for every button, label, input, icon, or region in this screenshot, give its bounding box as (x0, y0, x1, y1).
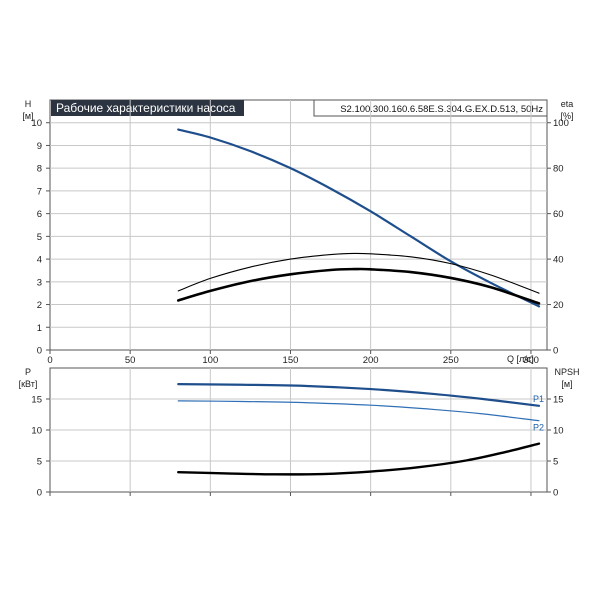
chart-title: Рабочие характеристики насоса (56, 101, 236, 115)
model-box (313, 99, 548, 117)
lower-left-tick-label-0: 0 (37, 488, 42, 499)
x-tick-label-150: 150 (283, 355, 299, 366)
upper-right-tick-label-60: 60 (553, 209, 564, 220)
upper-right-axis-label: eta (561, 99, 574, 109)
x-tick-label-100: 100 (202, 355, 218, 366)
lower-curve-npsh (177, 442, 541, 476)
lower-right-tick-label-5: 5 (553, 457, 558, 468)
upper-left-axis-unit: [м] (22, 111, 33, 121)
lower-left-axis-unit: [кВт] (19, 379, 38, 389)
upper-left-tick-label-0: 0 (37, 346, 42, 357)
upper-left-tick-label-9: 9 (37, 141, 42, 152)
model-designation: S2.100.300.160.6.58E.S.304.G.EX.D.513, 5… (340, 104, 543, 115)
upper-left-tick-label-2: 2 (37, 300, 42, 311)
upper-curve-head (177, 128, 541, 308)
x-tick-label-50: 50 (125, 355, 136, 366)
upper-right-axis-unit: [%] (560, 111, 573, 121)
upper-right-tick-label-40: 40 (553, 255, 564, 266)
upper-left-tick-label-1: 1 (37, 323, 42, 334)
upper-left-tick-label-10: 10 (31, 118, 42, 129)
lower-right-axis-label: NPSH (554, 367, 579, 377)
x-tick-label-250: 250 (443, 355, 459, 366)
lower-left-tick-label-15: 15 (31, 395, 42, 406)
upper-left-tick-label-7: 7 (37, 186, 42, 197)
upper-left-tick-label-6: 6 (37, 209, 42, 220)
x-tick-label-200: 200 (363, 355, 379, 366)
upper-curve-thick (176, 267, 541, 305)
upper-left-tick-label-5: 5 (37, 232, 42, 243)
upper-left-tick-label-3: 3 (37, 277, 42, 288)
upper-left-tick-label-4: 4 (37, 255, 42, 266)
lower-right-axis-unit: [м] (561, 379, 572, 389)
upper-curve-thin (177, 252, 540, 294)
lower-right-tick-label-10: 10 (553, 426, 564, 437)
upper-right-tick-label-20: 20 (553, 300, 564, 311)
lower-right-tick-label-15: 15 (553, 395, 564, 406)
lower-right-tick-label-0: 0 (553, 488, 558, 499)
upper-right-tick-label-0: 0 (553, 346, 558, 357)
lower-left-axis-label: P (25, 367, 31, 377)
lower-curve-p1 (177, 383, 541, 407)
curve-label-p2: P2 (533, 423, 544, 433)
upper-right-tick-label-100: 100 (553, 118, 569, 129)
x-axis-label: Q [л/с] (507, 354, 534, 364)
title-box (51, 100, 244, 116)
upper-plot-frame (49, 99, 548, 351)
lower-curve-p2 (177, 400, 540, 422)
upper-right-tick-label-80: 80 (553, 164, 564, 175)
lower-left-tick-label-5: 5 (37, 457, 42, 468)
x-tick-label-0: 0 (47, 355, 52, 366)
upper-left-tick-label-8: 8 (37, 164, 42, 175)
upper-left-axis-label: H (25, 99, 32, 109)
x-tick-label-300: 300 (523, 355, 539, 366)
lower-left-tick-label-10: 10 (31, 426, 42, 437)
curve-label-p1: P1 (533, 394, 544, 404)
